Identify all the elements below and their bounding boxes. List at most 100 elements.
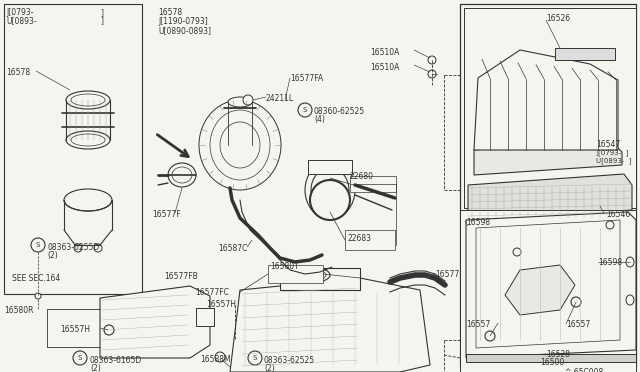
Text: (4): (4) xyxy=(314,115,325,124)
Circle shape xyxy=(428,56,436,64)
Text: 16528: 16528 xyxy=(546,350,570,359)
Text: (2): (2) xyxy=(47,251,58,260)
Polygon shape xyxy=(474,50,618,150)
Text: 16577FC: 16577FC xyxy=(195,288,229,297)
Ellipse shape xyxy=(220,122,260,168)
Text: 16510A: 16510A xyxy=(370,48,399,57)
Ellipse shape xyxy=(305,161,355,219)
Polygon shape xyxy=(505,265,575,315)
Text: 16510A: 16510A xyxy=(370,63,399,72)
Text: (2): (2) xyxy=(90,364,100,372)
Text: SEE SEC.164: SEE SEC.164 xyxy=(12,274,60,283)
Bar xyxy=(268,265,323,283)
Circle shape xyxy=(31,238,45,252)
Text: S: S xyxy=(303,107,307,113)
Text: 16598: 16598 xyxy=(598,258,622,267)
Text: 16557: 16557 xyxy=(566,320,590,329)
Circle shape xyxy=(428,70,436,78)
Text: 16557H: 16557H xyxy=(60,325,90,334)
Bar xyxy=(308,160,352,174)
Circle shape xyxy=(571,297,581,307)
Ellipse shape xyxy=(71,94,105,106)
Text: 16578: 16578 xyxy=(158,8,182,17)
Text: 16588M: 16588M xyxy=(200,355,230,364)
Text: ]: ] xyxy=(100,16,103,25)
Text: 08360-62525: 08360-62525 xyxy=(314,107,365,116)
Ellipse shape xyxy=(64,189,112,211)
Ellipse shape xyxy=(199,100,281,190)
Text: U[0890-0893]: U[0890-0893] xyxy=(158,26,211,35)
Bar xyxy=(466,354,636,362)
Ellipse shape xyxy=(168,163,196,187)
Circle shape xyxy=(248,351,262,365)
Text: ^ 65C008: ^ 65C008 xyxy=(565,368,604,372)
Ellipse shape xyxy=(66,91,110,109)
Text: 08363-6165D: 08363-6165D xyxy=(90,356,142,365)
Bar xyxy=(464,8,636,208)
Polygon shape xyxy=(468,174,632,222)
Ellipse shape xyxy=(228,97,252,107)
Ellipse shape xyxy=(300,268,330,282)
Circle shape xyxy=(310,180,350,220)
Text: 16557: 16557 xyxy=(466,320,490,329)
Text: 16580T: 16580T xyxy=(270,262,299,271)
Text: 16577F: 16577F xyxy=(152,210,180,219)
Ellipse shape xyxy=(626,295,634,305)
Text: 16598: 16598 xyxy=(466,218,490,227)
Bar xyxy=(4,4,142,294)
Ellipse shape xyxy=(626,257,634,267)
Bar xyxy=(280,268,360,290)
Polygon shape xyxy=(230,278,430,372)
Ellipse shape xyxy=(172,167,192,183)
Text: U[0893-: U[0893- xyxy=(6,16,36,25)
Ellipse shape xyxy=(66,131,110,149)
Text: 16500: 16500 xyxy=(540,358,564,367)
Text: 16557H: 16557H xyxy=(206,300,236,309)
Text: 16577FA: 16577FA xyxy=(290,74,323,83)
Text: U[0893-  ]: U[0893- ] xyxy=(596,157,632,164)
Polygon shape xyxy=(466,212,636,358)
Circle shape xyxy=(73,351,87,365)
Polygon shape xyxy=(474,140,622,175)
Text: J[0793-: J[0793- xyxy=(6,8,33,17)
Bar xyxy=(555,48,615,60)
Text: S: S xyxy=(36,242,40,248)
Circle shape xyxy=(104,325,114,335)
Text: S: S xyxy=(253,355,257,361)
Text: J[1190-0793]: J[1190-0793] xyxy=(158,17,208,26)
Text: 08363-62525: 08363-62525 xyxy=(264,356,315,365)
Circle shape xyxy=(485,331,495,341)
Text: 16546: 16546 xyxy=(606,210,630,219)
Bar xyxy=(350,176,396,192)
Text: 16580R: 16580R xyxy=(4,306,33,315)
Text: S: S xyxy=(78,355,82,361)
Text: 16526: 16526 xyxy=(546,14,570,23)
Text: 24211L: 24211L xyxy=(266,94,294,103)
Ellipse shape xyxy=(304,270,326,280)
Circle shape xyxy=(298,103,312,117)
Circle shape xyxy=(513,248,521,256)
Text: 22680: 22680 xyxy=(350,172,374,181)
Polygon shape xyxy=(476,220,620,348)
Text: ]: ] xyxy=(100,8,103,17)
Bar xyxy=(460,210,636,372)
Bar xyxy=(196,308,214,326)
Text: 22683: 22683 xyxy=(347,234,371,243)
Text: J[0793-  ]: J[0793- ] xyxy=(596,149,628,156)
Ellipse shape xyxy=(71,134,105,146)
Circle shape xyxy=(35,293,41,299)
Text: 16578: 16578 xyxy=(6,68,30,77)
Ellipse shape xyxy=(210,110,270,180)
Circle shape xyxy=(606,221,614,229)
Circle shape xyxy=(243,95,253,105)
Text: 16587C: 16587C xyxy=(218,244,248,253)
Text: 16547: 16547 xyxy=(596,140,620,149)
Bar xyxy=(460,4,636,366)
Circle shape xyxy=(215,352,225,362)
Text: 16577: 16577 xyxy=(435,270,460,279)
Bar xyxy=(345,230,395,250)
Text: (2): (2) xyxy=(264,364,275,372)
Polygon shape xyxy=(100,286,210,358)
Text: 08363-6255D: 08363-6255D xyxy=(47,243,99,252)
Ellipse shape xyxy=(311,168,349,212)
